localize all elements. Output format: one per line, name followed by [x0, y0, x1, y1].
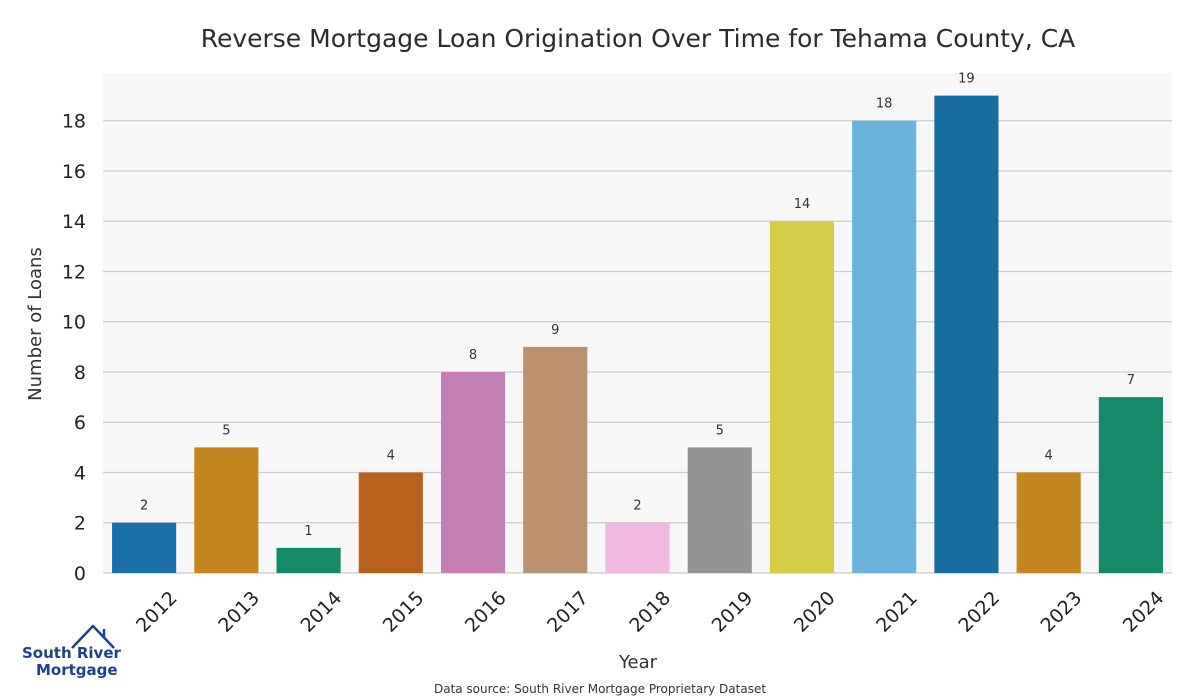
y-tick-label: 14 [62, 211, 86, 233]
bar-2022 [934, 95, 999, 573]
y-tick-label: 12 [62, 261, 86, 283]
data-label-2016: 8 [469, 348, 477, 363]
y-axis-label: Number of Loans [25, 247, 46, 401]
x-tick-label: 2015 [379, 587, 429, 637]
x-tick-label: 2024 [1119, 587, 1169, 637]
x-axis-label: Year [618, 652, 658, 673]
x-tick-label: 2014 [296, 587, 346, 637]
data-label-2018: 2 [633, 499, 641, 514]
x-tick-label: 2017 [543, 587, 593, 637]
bar-2016 [440, 371, 506, 573]
y-axis-ticks: 0 2 4 6 8 10 12 14 16 18 [62, 111, 86, 585]
x-tick-label: 2019 [708, 587, 758, 637]
chart-title: Reverse Mortgage Loan Origination Over T… [201, 24, 1076, 53]
x-axis-ticks: 2012 2013 2014 2015 2016 2017 2018 2019 2020 2021… [132, 587, 1169, 637]
y-tick-label: 6 [74, 412, 86, 434]
y-tick-label: 8 [74, 362, 86, 384]
company-logo: South River Mortgage [22, 624, 122, 679]
house-roof-icon [71, 624, 115, 649]
bar-2018 [605, 522, 670, 573]
y-tick-label: 10 [62, 312, 86, 334]
bar-2014 [276, 547, 341, 573]
x-tick-label: 2012 [132, 587, 182, 637]
data-label-2019: 5 [716, 423, 724, 438]
bar-2012 [112, 522, 177, 573]
logo-text-line2: Mortgage [36, 661, 118, 679]
x-tick-label: 2021 [872, 587, 922, 637]
bar-2020 [769, 221, 835, 573]
data-label-2022: 19 [958, 72, 975, 87]
bar-2017 [523, 346, 588, 573]
data-label-2013: 5 [222, 423, 230, 438]
bar-2024 [1098, 397, 1163, 573]
data-label-2024: 7 [1127, 373, 1135, 388]
y-tick-label: 16 [62, 161, 86, 183]
x-tick-label: 2016 [461, 587, 511, 637]
y-tick-label: 2 [74, 513, 86, 535]
bar-2021 [852, 120, 917, 573]
bar-2015 [358, 472, 423, 573]
x-tick-label: 2023 [1037, 587, 1087, 637]
logo-text-line1: South River [22, 644, 122, 662]
data-label-2015: 4 [387, 448, 395, 463]
bar-2013 [194, 447, 259, 573]
y-tick-label: 18 [62, 111, 86, 133]
data-label-2017: 9 [551, 323, 559, 338]
data-source-note: Data source: South River Mortgage Propri… [434, 682, 766, 696]
data-label-2014: 1 [304, 524, 312, 539]
bars [112, 95, 1163, 573]
data-label-2020: 14 [794, 197, 811, 212]
data-label-2023: 4 [1045, 448, 1053, 463]
x-tick-label: 2013 [214, 587, 264, 637]
x-tick-label: 2020 [790, 587, 840, 637]
data-label-2021: 18 [876, 97, 893, 112]
x-tick-label: 2022 [954, 587, 1004, 637]
x-tick-label: 2018 [625, 587, 675, 637]
data-label-2012: 2 [140, 499, 148, 514]
y-tick-label: 4 [74, 462, 86, 484]
y-tick-label: 0 [74, 563, 86, 585]
bar-2019 [687, 447, 752, 573]
bar-2023 [1016, 472, 1081, 573]
